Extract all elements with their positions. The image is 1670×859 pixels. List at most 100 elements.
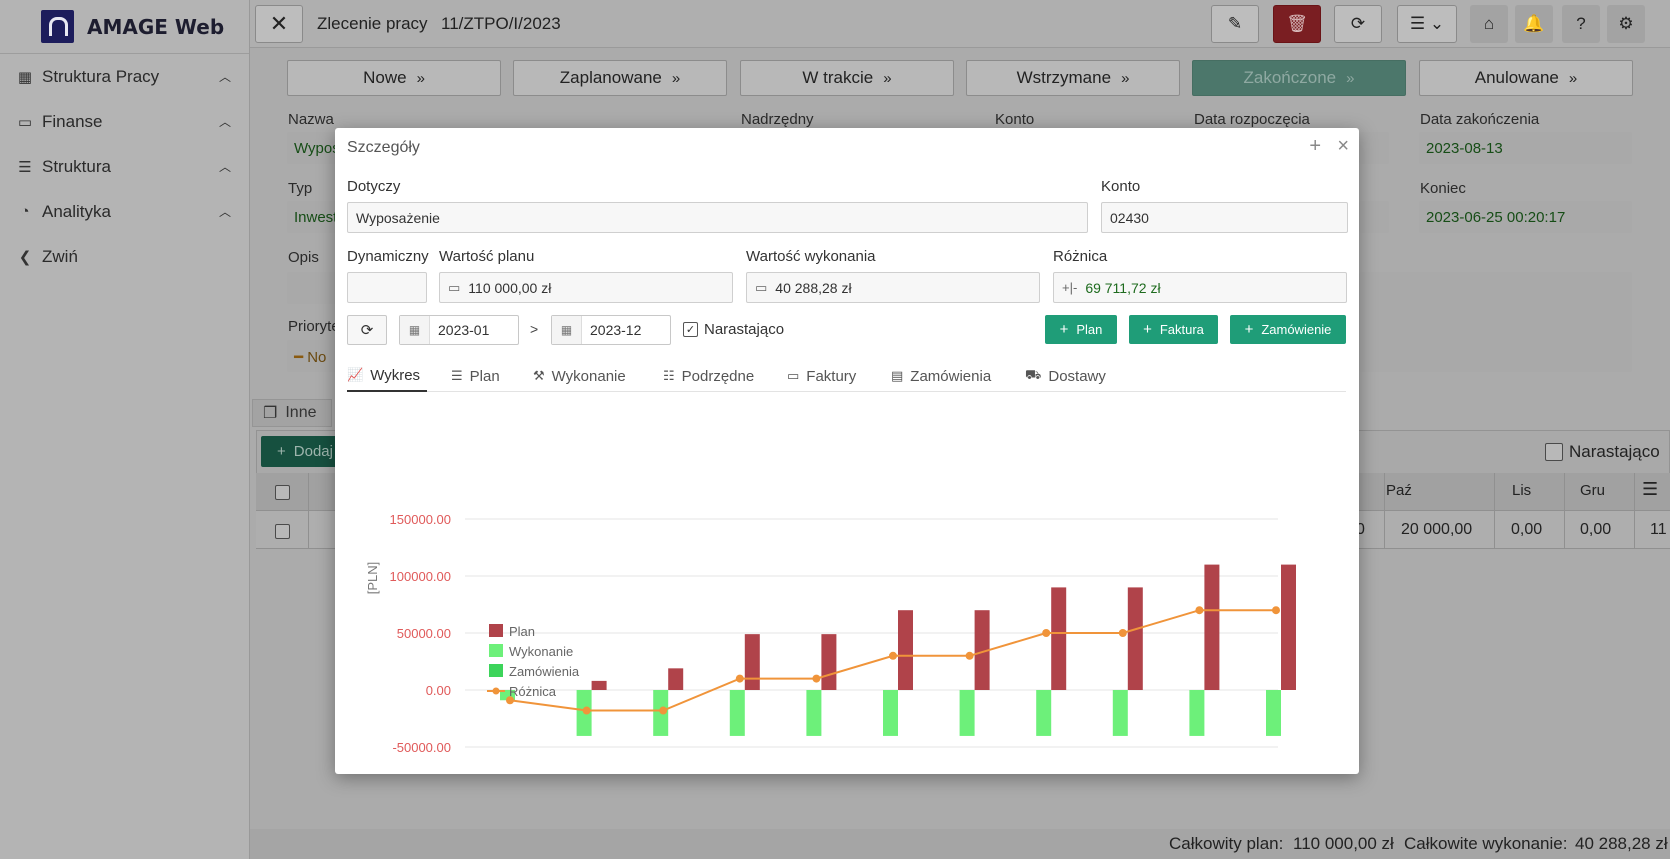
- close-button[interactable]: ✕: [255, 5, 303, 43]
- wrench-icon: ⚒: [533, 368, 545, 383]
- lower-cumulative-toggle[interactable]: Narastająco: [1545, 442, 1660, 462]
- app-name: AMAGE Web: [87, 14, 225, 39]
- data-zakonczenia-field[interactable]: 2023-08-13: [1419, 132, 1632, 164]
- data-rozpoczecia-field[interactable]: [1359, 132, 1389, 164]
- edit-button[interactable]: ✎: [1211, 5, 1259, 43]
- status-anulowane-button[interactable]: Anulowane »: [1419, 60, 1633, 96]
- sidebar-item-label: Struktura Pracy: [42, 66, 160, 86]
- typ-field[interactable]: Inwest: [287, 201, 347, 233]
- line-chart-icon: 📈: [347, 367, 364, 382]
- total-plan-label: Całkowity plan:: [1169, 834, 1284, 853]
- tab-wykonanie[interactable]: ⚒ Wykonanie: [533, 360, 626, 392]
- settings-button[interactable]: ⚙: [1607, 5, 1645, 43]
- calendar-icon: ▦: [552, 316, 582, 344]
- refresh-button[interactable]: ⟳: [1334, 5, 1382, 43]
- roznica-point: [889, 651, 897, 660]
- hamburger-icon: ☰ ⌄: [1409, 14, 1445, 33]
- column-menu-icon[interactable]: ☰: [1642, 479, 1659, 499]
- y-tick-label: 0.00: [426, 683, 451, 698]
- close-icon[interactable]: ×: [1337, 135, 1349, 157]
- menu-button[interactable]: ☰ ⌄: [1397, 5, 1457, 43]
- brand[interactable]: AMAGE Web: [0, 0, 249, 54]
- date-from-picker[interactable]: ▦ 2023-01: [399, 315, 519, 345]
- cumulative-checkbox[interactable]: [1545, 443, 1563, 461]
- tab-zamowienia[interactable]: ▤ Zamówienia: [891, 360, 991, 392]
- bell-icon: 🔔: [1523, 14, 1545, 33]
- sidebar-item-finanse[interactable]: ▭ Finanse ︿: [0, 99, 249, 144]
- grid-divider: [1384, 473, 1385, 549]
- chevron-left-icon: ❮: [18, 248, 32, 266]
- select-all-checkbox[interactable]: [275, 485, 290, 500]
- page-title: Zlecenie pracy: [317, 14, 428, 33]
- typ-label: Typ: [288, 180, 313, 197]
- sidebar-item-label: Finanse: [42, 111, 103, 131]
- add-button[interactable]: + Dodaj: [261, 436, 341, 467]
- roznica-point: [659, 706, 668, 715]
- koniec-field[interactable]: 2023-06-25 00:20:17: [1419, 201, 1632, 233]
- wykonanie-bar: [959, 690, 975, 736]
- refresh-icon: ⟳: [1350, 14, 1366, 33]
- status-zaplanowane-button[interactable]: Zaplanowane »: [513, 60, 727, 96]
- delete-button[interactable]: 🗑: [1273, 5, 1321, 43]
- tab-plan[interactable]: ☰ Plan: [451, 360, 500, 392]
- nazwa-label: Nazwa: [288, 111, 334, 128]
- total-exec-label: Całkowite wykonanie:: [1404, 834, 1568, 853]
- plus-icon: +: [277, 443, 286, 460]
- column-header-lis[interactable]: Lis: [1512, 482, 1532, 499]
- roznica-field[interactable]: +|- 69 711,72 zł: [1053, 272, 1347, 303]
- cumulative-toggle[interactable]: ✓ Narastająco: [683, 321, 784, 338]
- wartosc-planu-field[interactable]: ▭ 110 000,00 zł: [439, 272, 733, 303]
- legend-label: Wykonanie: [509, 644, 573, 659]
- add-zamowienie-button[interactable]: + Zamówienie: [1230, 315, 1346, 344]
- roznica-point: [1272, 606, 1280, 615]
- button-label: Faktura: [1159, 322, 1204, 337]
- dynamiczny-field[interactable]: [347, 272, 427, 303]
- wykonanie-bar: [806, 690, 822, 736]
- notifications-button[interactable]: 🔔: [1515, 5, 1553, 43]
- add-faktura-button[interactable]: + Faktura: [1129, 315, 1218, 344]
- konto-label: Konto: [1101, 178, 1141, 195]
- plan-bar: [744, 634, 760, 690]
- status-zakonczone-button[interactable]: Zakończone »: [1192, 60, 1406, 96]
- row-checkbox[interactable]: [275, 524, 290, 539]
- refresh-icon: ⟳: [360, 322, 374, 339]
- column-header-paz[interactable]: Paź: [1386, 482, 1412, 499]
- status-nowe-button[interactable]: Nowe »: [287, 60, 501, 96]
- money-icon: ▭: [755, 279, 768, 295]
- tab-dostawy[interactable]: ⛟ Dostawy: [1025, 360, 1106, 392]
- tab-podrzedne[interactable]: ☷ Podrzędne: [663, 360, 754, 392]
- sidebar-item-analityka[interactable]: ◔ Analityka ︿: [0, 189, 249, 234]
- chevron-up-icon: ︿: [218, 205, 231, 219]
- status-w-trakcie-button[interactable]: W trakcie »: [740, 60, 954, 96]
- tab-inne[interactable]: ❐ Inne: [252, 399, 332, 427]
- tab-label: Podrzędne: [681, 367, 755, 385]
- double-chevron-right-icon: »: [416, 69, 425, 87]
- double-chevron-right-icon: »: [671, 69, 681, 87]
- wartosc-wykonania-label: Wartość wykonania: [746, 248, 876, 265]
- sitemap-icon: ☷: [663, 368, 675, 383]
- tab-faktury[interactable]: ▭ Faktury: [787, 360, 856, 392]
- maximize-icon[interactable]: +: [1309, 135, 1321, 157]
- tab-wykres[interactable]: 📈 Wykres: [347, 360, 427, 392]
- home-button[interactable]: ⌂: [1470, 5, 1508, 43]
- dotyczy-field[interactable]: Wyposażenie: [347, 202, 1088, 233]
- grid-divider: [1564, 473, 1565, 549]
- tab-label: Dostawy: [1048, 367, 1106, 385]
- sidebar-item-zwin[interactable]: ❮ Zwiń: [0, 234, 249, 279]
- status-wstrzymane-button[interactable]: Wstrzymane »: [966, 60, 1180, 96]
- help-button[interactable]: ?: [1562, 5, 1600, 43]
- konto-field[interactable]: 02430: [1101, 202, 1348, 233]
- wartosc-wykonania-field[interactable]: ▭ 40 288,28 zł: [746, 272, 1040, 303]
- plus-icon: +: [1059, 321, 1069, 338]
- calendar-icon: ▦: [400, 316, 430, 344]
- date-to-picker[interactable]: ▦ 2023-12: [551, 315, 671, 345]
- truck-icon: ⛟: [1025, 367, 1042, 382]
- refresh-button[interactable]: ⟳: [347, 315, 387, 345]
- plus-icon: +: [1143, 321, 1152, 338]
- gauge-icon: ◔: [20, 203, 30, 220]
- column-header-gru[interactable]: Gru: [1580, 482, 1606, 499]
- add-plan-button[interactable]: + Plan: [1045, 315, 1117, 344]
- sidebar-item-struktura-pracy[interactable]: ▦ Struktura Pracy ︿: [0, 54, 249, 99]
- cumulative-checkbox[interactable]: ✓: [683, 322, 698, 337]
- sidebar-item-struktura[interactable]: ☰ Struktura ︿: [0, 144, 249, 189]
